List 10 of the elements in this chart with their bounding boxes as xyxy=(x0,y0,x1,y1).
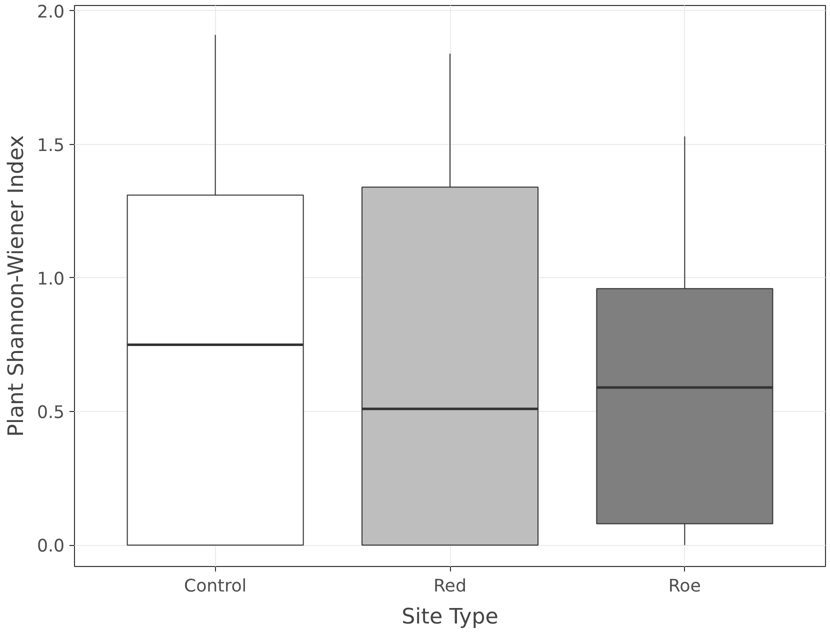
y-tick-label: 1.0 xyxy=(36,269,65,290)
y-tick-label: 0.0 xyxy=(36,536,65,557)
x-tick-label: Red xyxy=(434,576,466,596)
y-tick-label: 1.5 xyxy=(36,136,65,156)
y-axis-title: Plant Shannon-Wiener Index xyxy=(4,135,29,437)
x-tick-label: Roe xyxy=(668,576,701,596)
x-tick-label: Control xyxy=(184,576,247,596)
x-axis-title: Site Type xyxy=(402,604,498,630)
y-tick-label: 0.5 xyxy=(36,403,65,424)
y-tick-label: 2.0 xyxy=(36,2,65,22)
